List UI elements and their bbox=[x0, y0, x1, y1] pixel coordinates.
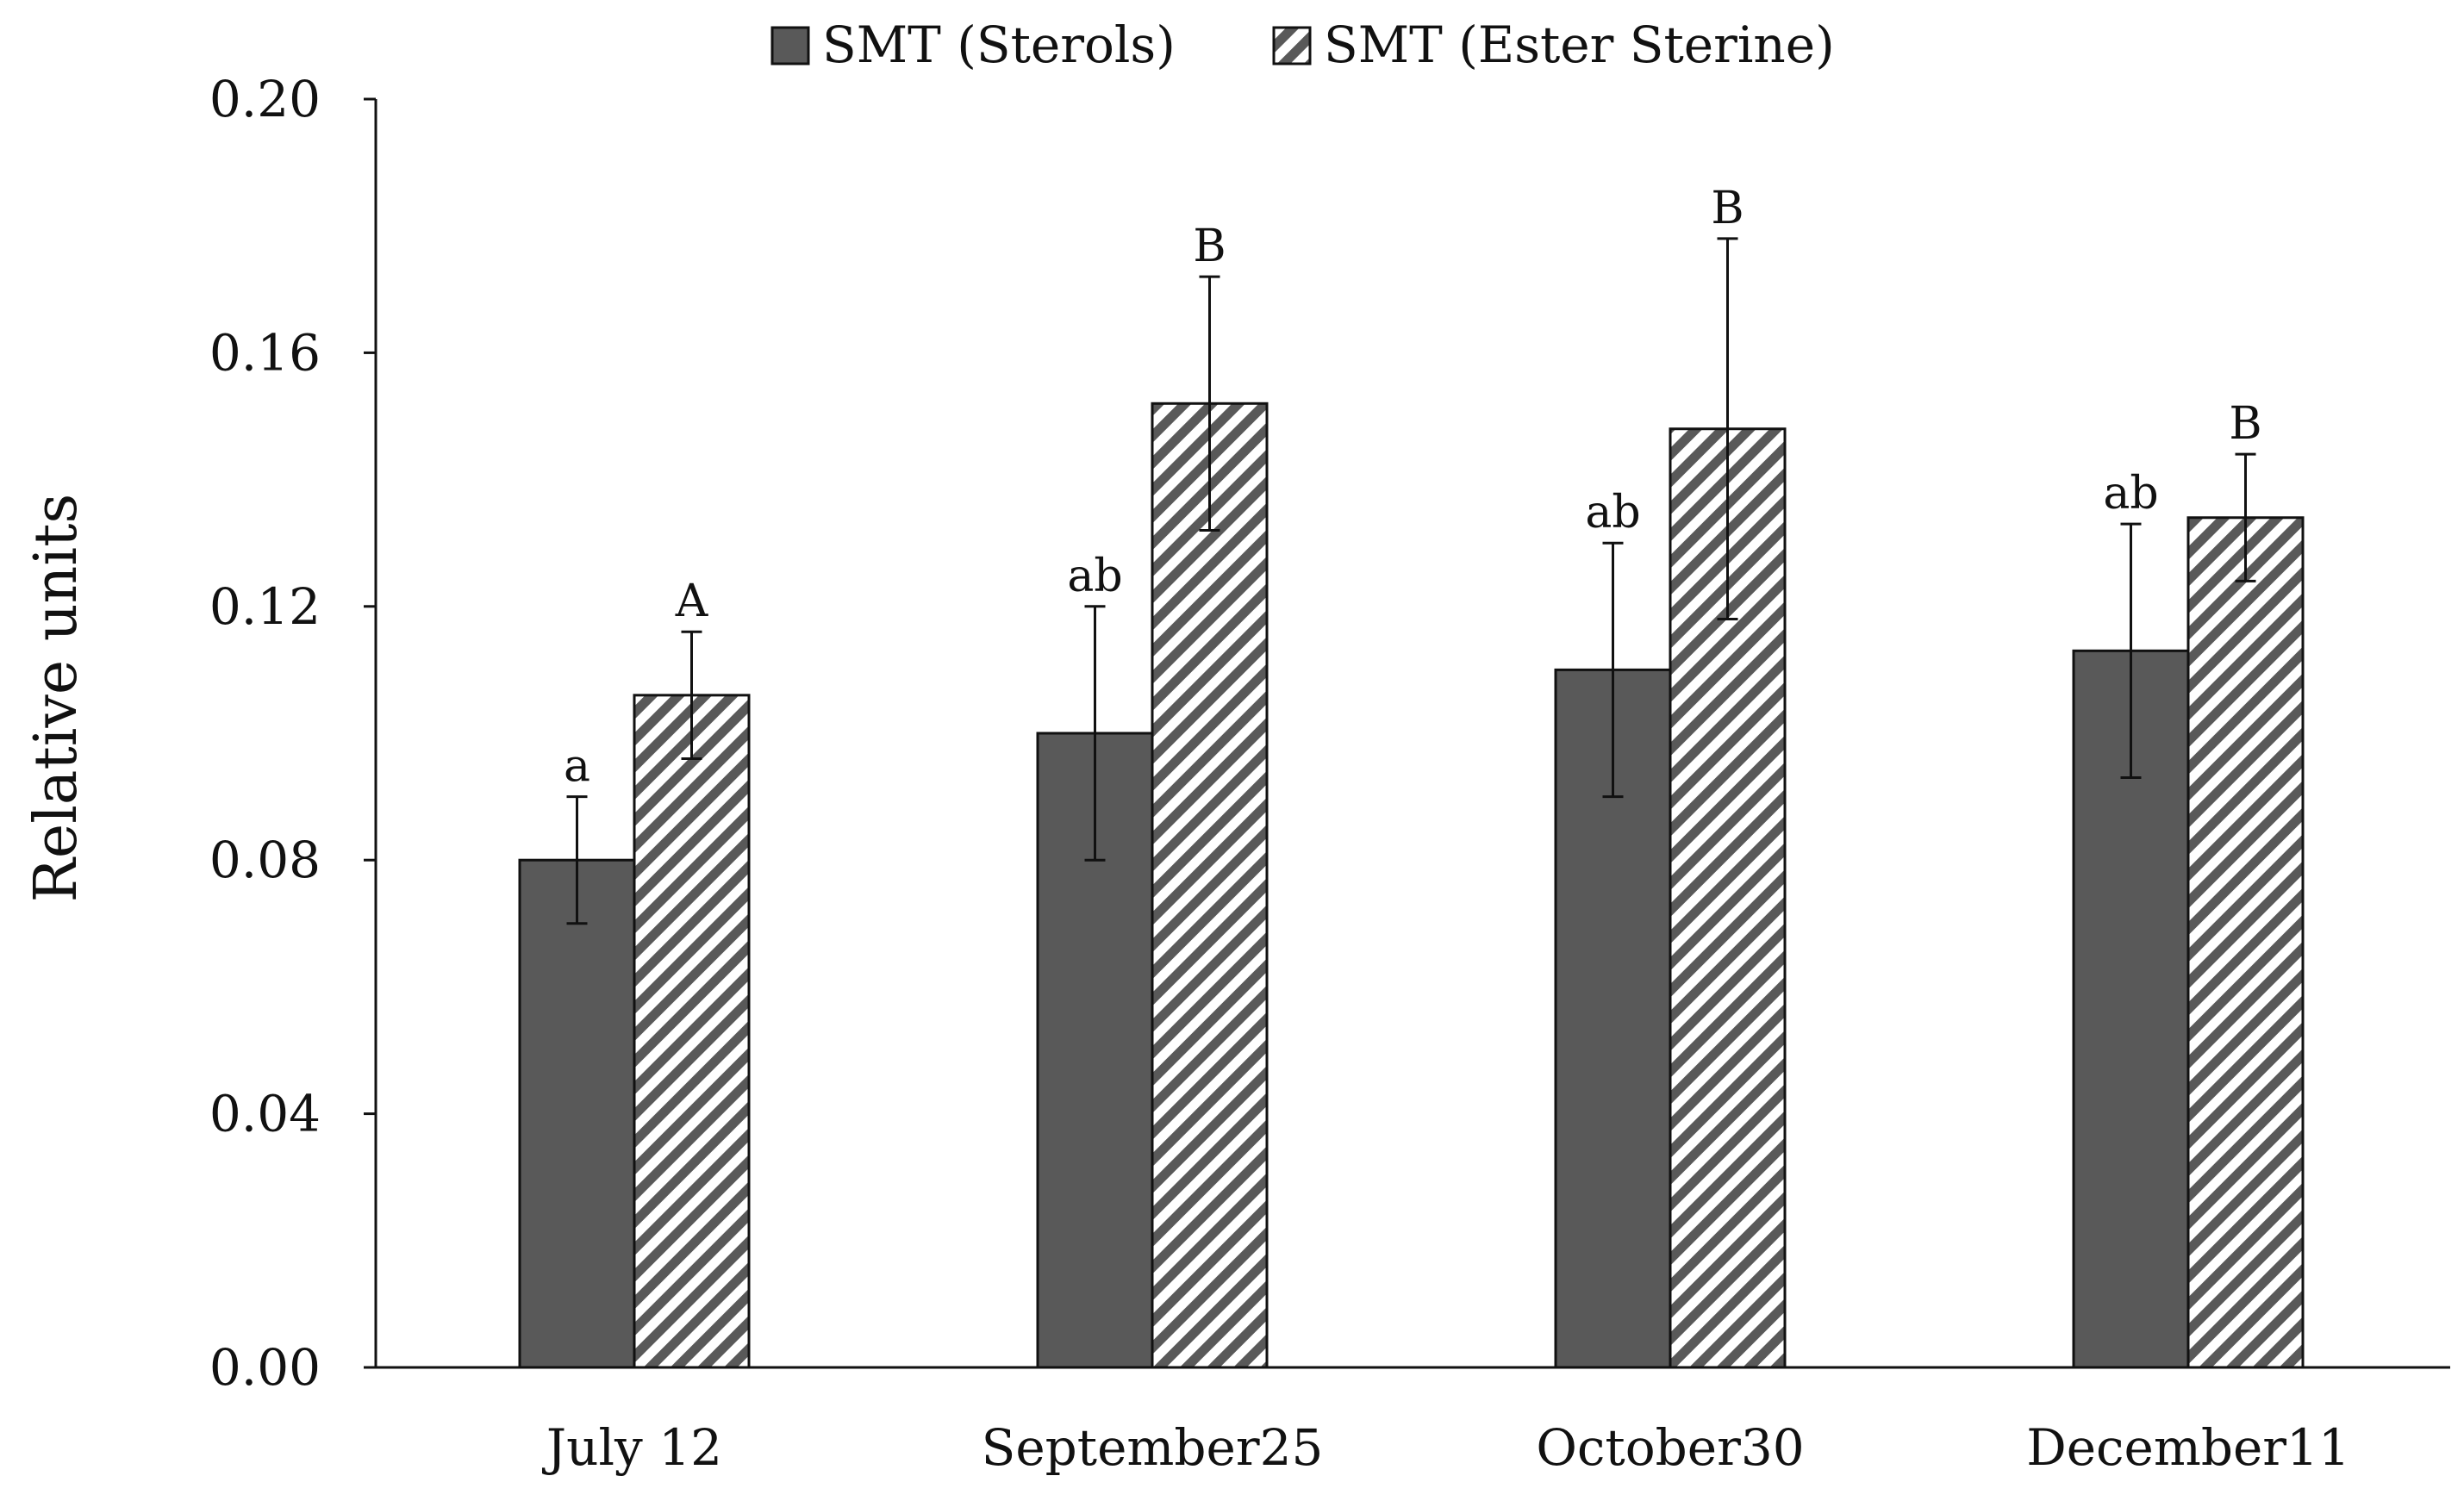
y-tick-label: 0.16 bbox=[209, 323, 321, 382]
legend-swatch-sterols bbox=[770, 26, 810, 65]
y-tick-label: 0.20 bbox=[209, 70, 321, 128]
error-bars bbox=[566, 237, 2256, 925]
bar-ester-sterine bbox=[1151, 402, 1269, 1369]
significance-label-sterols: ab bbox=[1585, 487, 1640, 539]
bars bbox=[518, 402, 2305, 1369]
x-tick-label: July 12 bbox=[542, 1418, 722, 1477]
significance-label-ester-sterine: B bbox=[1193, 221, 1226, 272]
y-axis-ticks: 0.00 0.04 0.08 0.12 0.16 0.20 bbox=[209, 70, 376, 1397]
y-tick-label: 0.00 bbox=[209, 1338, 321, 1397]
x-tick-label: September25 bbox=[982, 1418, 1324, 1477]
legend-swatch-ester-sterine bbox=[1272, 26, 1312, 65]
x-axis-ticks: July 12 September25 October30 December11 bbox=[542, 1418, 2350, 1477]
y-tick-label: 0.04 bbox=[209, 1085, 321, 1143]
significance-label-sterols: a bbox=[564, 741, 590, 793]
significance-label-ester-sterine: B bbox=[1711, 183, 1744, 234]
significance-label-ester-sterine: B bbox=[2229, 398, 2261, 450]
x-tick-label: October30 bbox=[1536, 1418, 1804, 1477]
legend: SMT (Sterols) SMT (Ester Sterine) bbox=[770, 16, 1835, 74]
legend-label-ester-sterine: SMT (Ester Sterine) bbox=[1324, 16, 1835, 74]
bar-ester-sterine bbox=[2186, 516, 2305, 1369]
bar-ester-sterine bbox=[633, 694, 751, 1369]
significance-label-sterols: ab bbox=[1067, 551, 1122, 602]
significance-label-ester-sterine: A bbox=[675, 576, 709, 627]
x-tick-label: December11 bbox=[2026, 1418, 2350, 1477]
significance-labels: a A ab Bab Bab B bbox=[564, 183, 2262, 793]
legend-label-sterols: SMT (Sterols) bbox=[822, 16, 1176, 74]
y-tick-label: 0.08 bbox=[209, 831, 321, 889]
bar-sterols bbox=[518, 858, 636, 1369]
y-axis-title: Relative units bbox=[22, 494, 90, 903]
significance-label-sterols: ab bbox=[2103, 468, 2158, 520]
y-tick-label: 0.12 bbox=[209, 577, 321, 636]
